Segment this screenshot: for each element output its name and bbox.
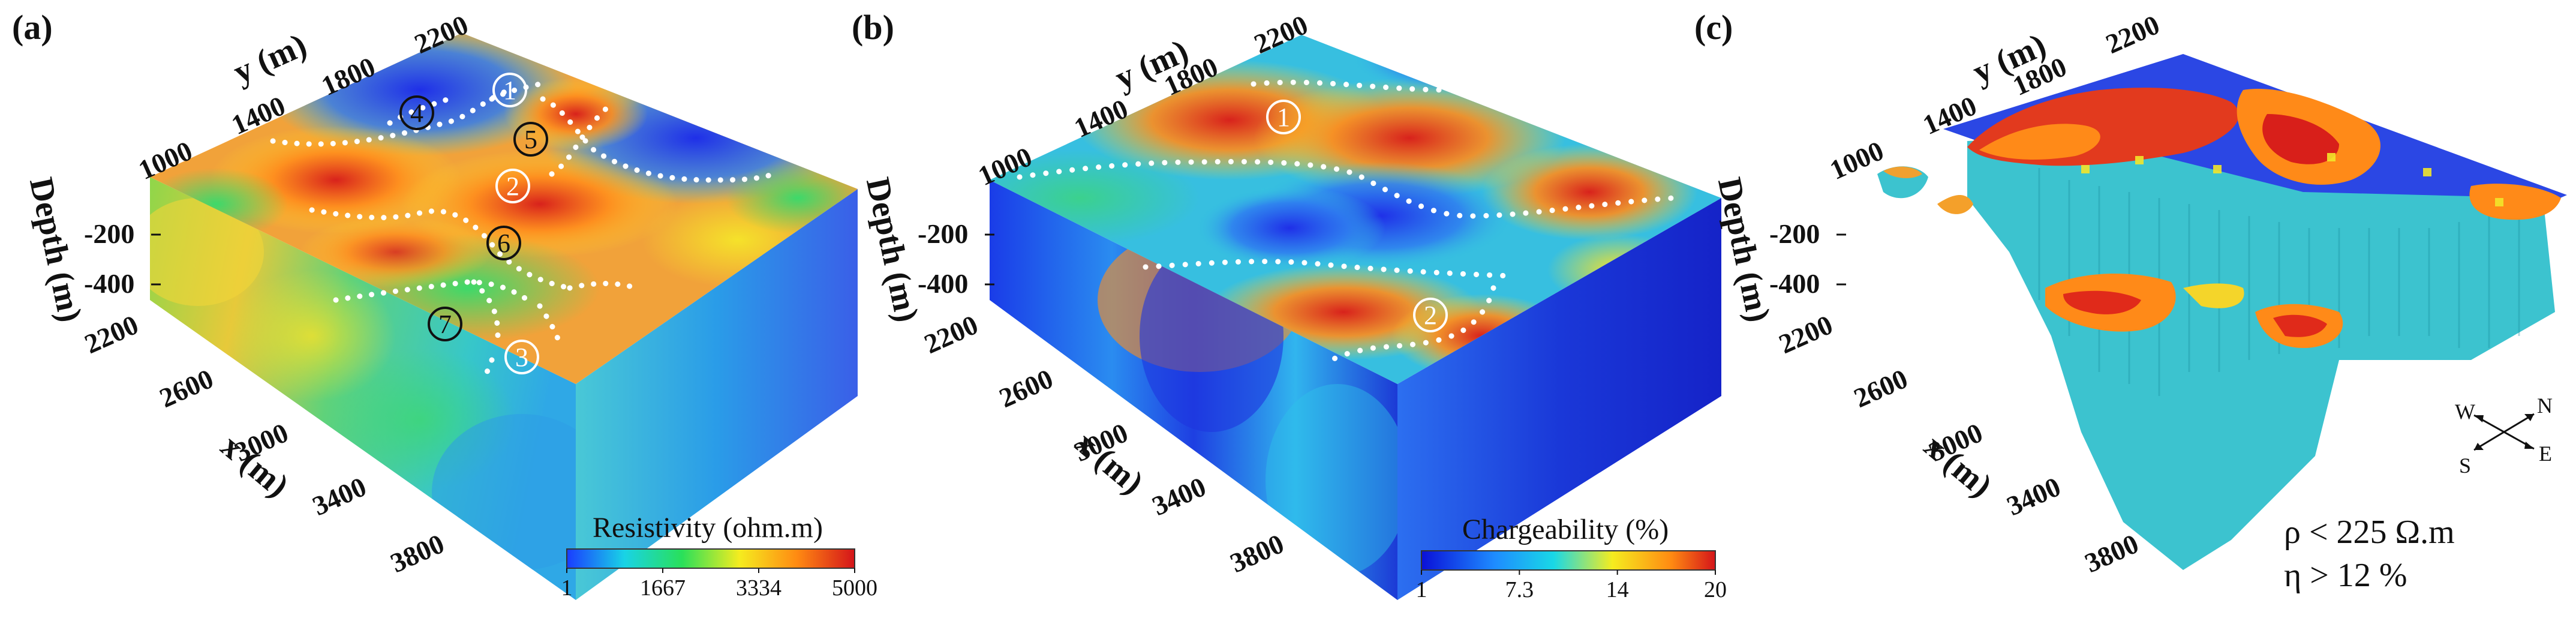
panel-a-contours (270, 81, 777, 378)
panel-c-yellow-specks (2081, 153, 2503, 206)
circled-marker-label: 4 (410, 98, 423, 128)
compass-arrowhead (2474, 415, 2484, 422)
compass-west-label: W (2455, 400, 2475, 424)
depth-axis-label: Depth (m) (22, 174, 89, 325)
panel-label: (c) (1694, 8, 1733, 47)
circled-marker-ring (513, 122, 548, 157)
depth-tick-label: -200 (918, 218, 968, 249)
threshold-text: η > 12 % (2284, 557, 2407, 594)
circled-marker-label: 1 (503, 76, 516, 105)
circled-marker-ring (1413, 298, 1448, 332)
panel-label: (a) (12, 8, 53, 47)
colorbar-tick-label: 7.3 (1505, 577, 1534, 602)
circled-marker-ring (495, 169, 530, 203)
x-tick-label: 3800 (386, 528, 449, 578)
depth-tick-label: -400 (84, 268, 134, 299)
compass-east-label: E (2539, 442, 2552, 466)
circled-marker-label: 1 (1277, 103, 1290, 132)
circled-marker-label: 5 (524, 125, 537, 154)
colorbar-tick-label: 3334 (736, 575, 781, 601)
colorbar-title: Resistivity (ohm.m) (593, 512, 823, 544)
compass-north-label: N (2537, 394, 2553, 418)
circled-marker-ring (399, 95, 434, 130)
x-tick-label: 2600 (994, 363, 1057, 413)
colorbar-tick-label: 5000 (832, 575, 877, 601)
panel-c (1877, 54, 2567, 570)
panel-c-block-mass (1967, 138, 2555, 570)
panel-b-side-face (1397, 198, 1721, 600)
x-tick-label: 2200 (80, 309, 143, 359)
circled-marker-label: 2 (1424, 301, 1437, 330)
panel-b-contours (1017, 79, 1676, 363)
panel-a-side-face (576, 189, 858, 600)
colorbar (1421, 550, 1716, 571)
threshold-text: ρ < 225 Ω.m (2284, 514, 2455, 551)
panel-c-hot-patches (1877, 88, 2561, 348)
compass-south-label: S (2459, 454, 2471, 478)
colorbar-title: Chargeability (%) (1462, 514, 1669, 545)
panel-label: (b) (852, 8, 894, 47)
colorbar-tick-label: 1 (561, 575, 573, 601)
x-tick-label: 2600 (1849, 363, 1912, 413)
colorbar-tick-label: 1667 (640, 575, 686, 601)
circled-marker-ring (492, 73, 527, 107)
x-tick-label: 3800 (2080, 528, 2143, 578)
y-tick-label: 2200 (2101, 9, 2164, 59)
x-tick-label: 3400 (1147, 471, 1210, 521)
circled-marker-label: 2 (506, 172, 519, 201)
compass-arrowhead (2524, 414, 2534, 421)
depth-tick-label: -200 (84, 218, 134, 249)
compass-arrowhead (2524, 442, 2534, 449)
x-tick-label: 3800 (1225, 528, 1288, 578)
colorbar-tick-label: 20 (1704, 577, 1727, 602)
x-tick-label: 2600 (155, 363, 218, 413)
colorbar-tick-label: 14 (1606, 577, 1629, 602)
x-tick-label: 3400 (308, 471, 371, 521)
circled-marker-ring (428, 307, 462, 341)
depth-axis-label: Depth (m) (859, 174, 925, 325)
x-tick-label: 2200 (1774, 309, 1837, 359)
circled-marker-ring (486, 226, 521, 260)
x-tick-label: 2200 (919, 309, 982, 359)
depth-tick-label: -400 (918, 268, 968, 299)
circled-marker-ring (1266, 100, 1301, 134)
depth-tick-label: -400 (1769, 268, 1820, 299)
circled-marker-label: 3 (515, 343, 528, 372)
circled-marker-ring (504, 340, 539, 374)
circled-marker-label: 6 (497, 229, 510, 258)
x-tick-label: 3400 (2002, 471, 2065, 521)
compass-arrowhead (2474, 443, 2484, 450)
colorbar (566, 548, 855, 569)
colorbar-tick-label: 1 (1416, 577, 1427, 602)
compass-we-line (2473, 414, 2535, 450)
depth-tick-label: -200 (1769, 218, 1820, 249)
circled-marker-label: 7 (438, 310, 452, 339)
y-axis-label: y (m) (228, 26, 312, 91)
